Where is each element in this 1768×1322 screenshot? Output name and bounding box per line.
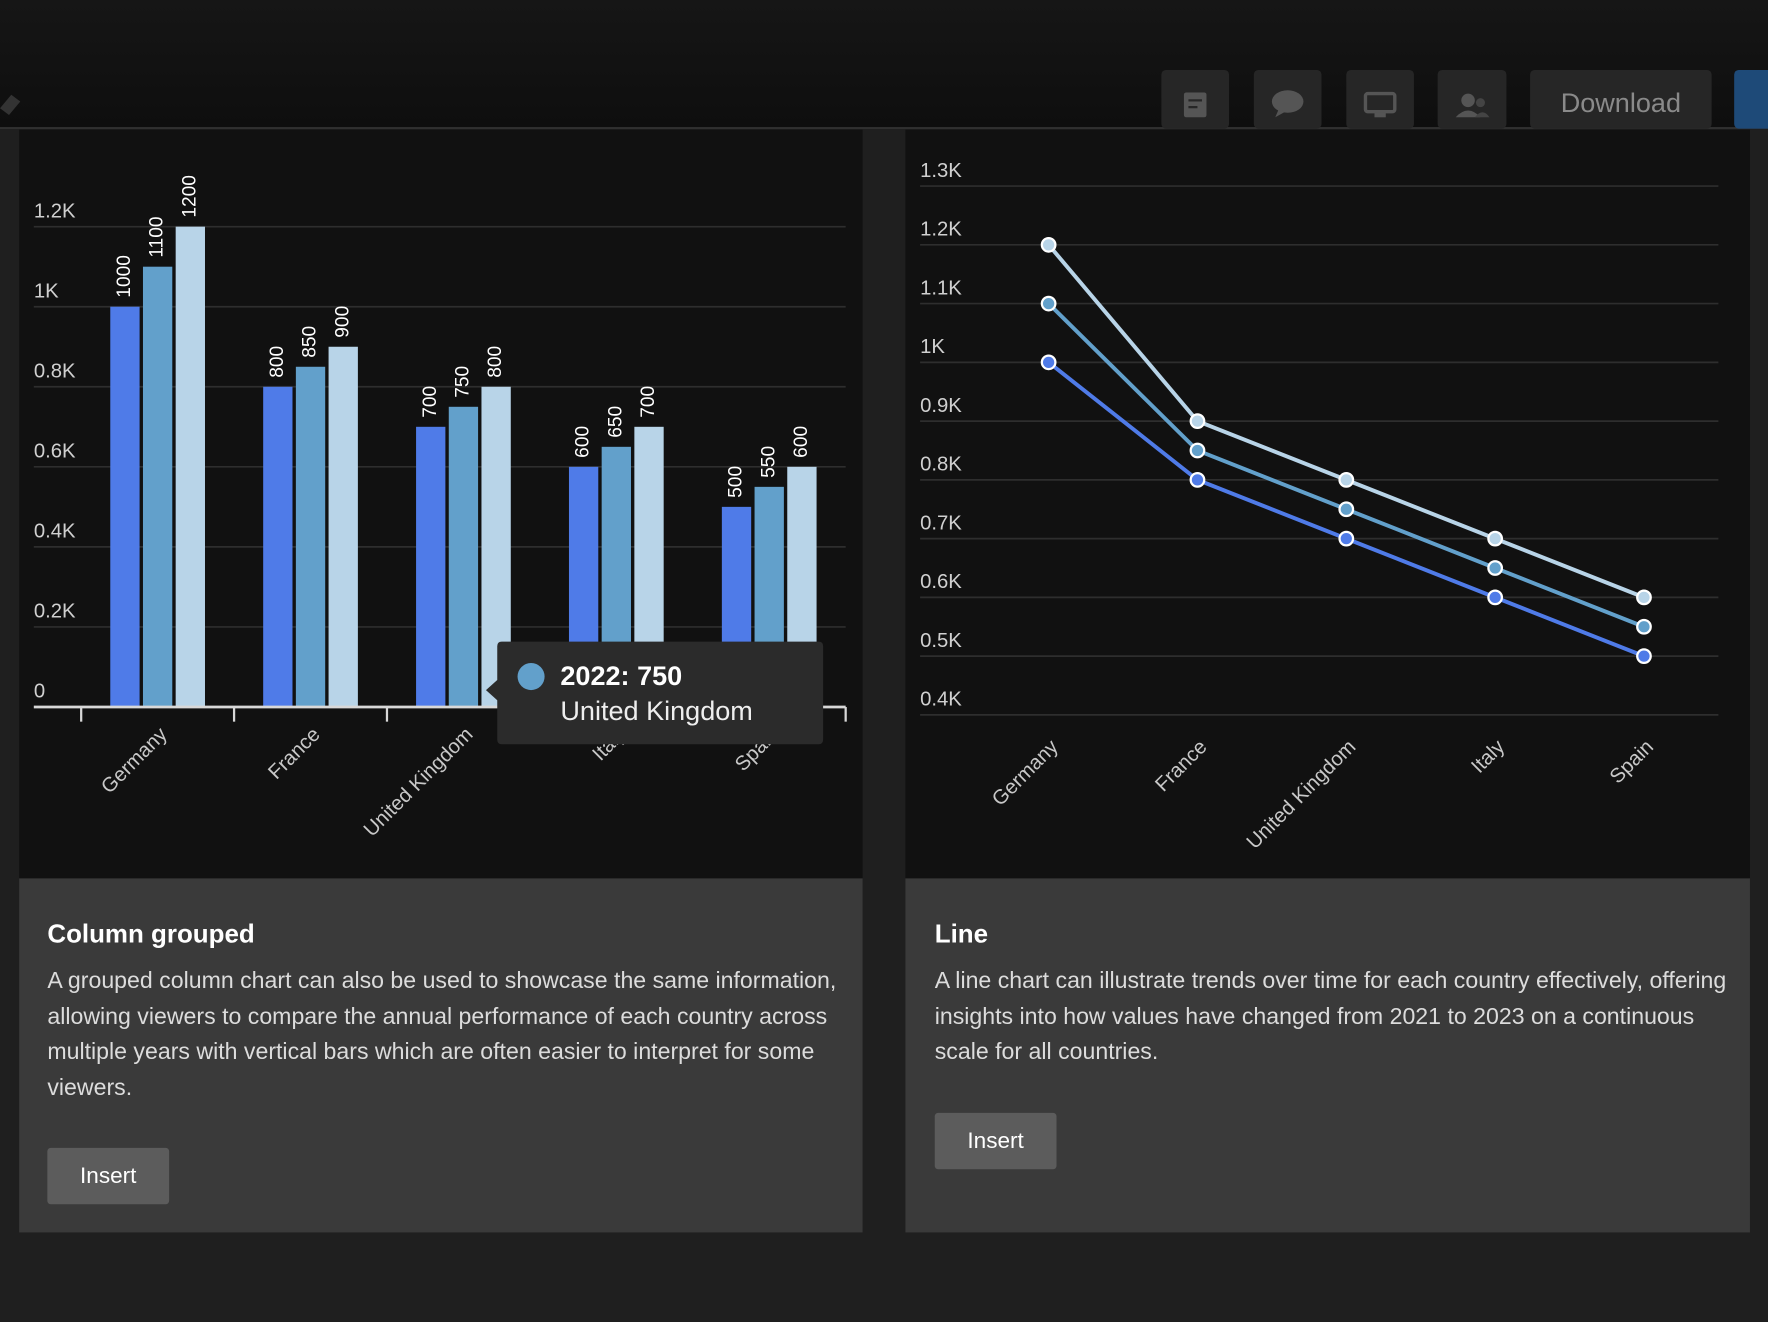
y-tick-label: 0.9K [920,395,962,417]
point-marker [1189,413,1206,430]
data-label: 600 [573,426,594,458]
y-tick-label: 0.6K [34,441,76,463]
insert-button-bg[interactable] [47,1147,170,1205]
data-label: 750 [452,366,473,398]
point-marker [1636,618,1652,635]
y-tick-label: 0.8K [920,454,962,476]
y-tick-label: 1.2K [920,219,962,241]
bar [110,306,140,708]
data-label: 800 [267,346,288,378]
data-label: 700 [420,386,441,418]
card-description: A line chart can illustrate trends over … [934,967,1727,1065]
download-button-bg[interactable] [1530,69,1712,129]
bar [448,406,479,708]
insert-label[interactable]: Insert [967,1128,1024,1153]
insert-button[interactable]: Insert [934,1112,1057,1170]
data-label: 1200 [179,175,200,218]
bar [175,226,205,708]
tooltip-box [485,641,824,745]
y-tick-label: 0 [34,681,45,703]
point-marker [1487,589,1504,606]
y-tick-label: 1.2K [34,200,76,222]
card-title: Line [935,921,988,949]
tooltip-value: 2022: 750 [560,661,682,691]
bar [263,386,293,708]
point-marker [1636,648,1652,665]
point-marker [1487,560,1504,576]
data-label: 900 [332,306,353,338]
point-marker [1189,471,1206,488]
y-tick-label: 0.7K [920,512,962,534]
data-label: 1100 [147,216,168,257]
data-label: 550 [758,446,779,478]
tooltip-category: United Kingdom [560,696,752,726]
point-marker [1338,501,1355,518]
card-footer [905,878,1750,1233]
card-title: Column grouped [47,921,254,949]
point-marker [1040,354,1057,371]
insert-button-bg[interactable] [934,1112,1057,1170]
data-label: 800 [485,346,506,378]
card-description: A grouped column chart can also be used … [47,967,837,1100]
y-tick-label: 1K [920,336,945,358]
y-tick-label: 0.2K [34,601,76,623]
y-tick-label: 1.3K [920,160,962,182]
bar [416,426,446,708]
y-tick-label: 0.4K [920,689,962,711]
data-label: 700 [638,386,659,418]
y-tick-label: 0.4K [34,521,76,543]
y-tick-label: 1K [34,280,59,302]
primary-button[interactable] [1734,69,1768,129]
y-tick-label: 1.1K [920,277,962,299]
comment-button[interactable] [1253,69,1322,129]
bar [295,366,326,708]
card-description-text: A line chart can illustrate trends over … [934,967,1727,1065]
tooltip-swatch [517,663,545,691]
card-description-text: A grouped column chart can also be used … [47,967,837,1100]
point-marker [1338,471,1355,488]
point-marker [1487,530,1504,547]
point-marker [1040,295,1057,312]
point-marker [1636,589,1652,606]
data-label: 1000 [114,255,135,298]
data-label: 650 [605,406,626,438]
download-button[interactable]: Download [1530,69,1712,129]
edit-icon[interactable] [0,94,21,116]
bar [142,266,173,708]
point-marker [1189,442,1206,459]
y-tick-label: 0.5K [920,630,962,652]
notes-button[interactable] [1161,69,1230,129]
insert-button[interactable]: Insert [47,1147,170,1205]
insert-label[interactable]: Insert [80,1163,137,1188]
tooltip: 2022: 750 United Kingdom [485,641,824,745]
present-button[interactable] [1346,69,1414,129]
share-button[interactable] [1437,69,1507,129]
download-label[interactable]: Download [1561,88,1681,118]
data-label: 500 [726,466,747,498]
y-tick-label: 0.8K [34,360,76,382]
chart-panel [905,129,1750,879]
bar [328,346,358,708]
y-tick-label: 0.6K [920,571,962,593]
point-marker [1338,530,1355,547]
point-marker [1040,236,1057,253]
data-label: 850 [300,326,321,358]
data-label: 600 [791,426,812,458]
